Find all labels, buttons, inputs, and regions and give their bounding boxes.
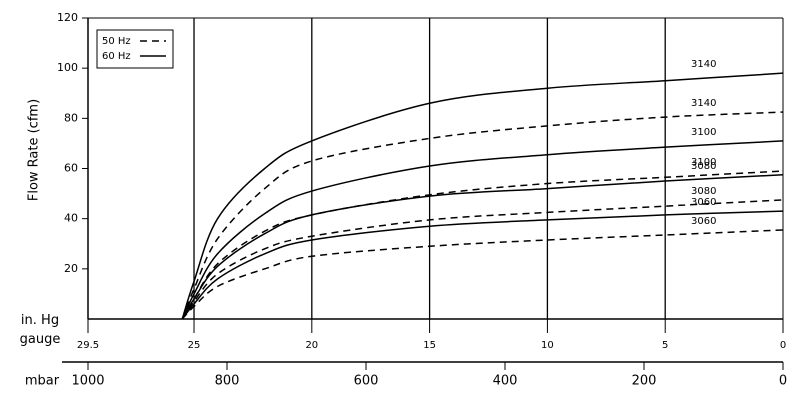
y-tick-label: 120 — [57, 11, 78, 24]
curve-label: 3100 — [691, 127, 716, 138]
y-tick-label: 80 — [64, 111, 78, 124]
x2-axis-label: mbar — [25, 374, 60, 389]
x-tick-label: 29.5 — [77, 340, 99, 351]
curve-label: 3060 — [691, 197, 716, 208]
curve — [181, 199, 784, 320]
curve-label: 3080 — [691, 161, 716, 172]
x2-tick-label: 400 — [493, 374, 518, 389]
curve-label: 3060 — [691, 216, 716, 227]
curve-label: 3140 — [691, 59, 716, 70]
y-tick-label: 40 — [64, 212, 78, 225]
x-tick-label: 10 — [541, 340, 554, 351]
curve — [181, 229, 784, 320]
legend: 50 Hz 60 Hz — [102, 36, 166, 62]
x-axis-label: in. Hg gauge — [20, 313, 61, 347]
curve-label: 3140 — [691, 98, 716, 109]
curve — [181, 210, 784, 320]
legend-label: 60 Hz — [102, 51, 131, 62]
curve — [181, 111, 784, 320]
curve-label: 3080 — [691, 186, 716, 197]
y-tick-label: 20 — [64, 262, 78, 275]
legend-label: 50 Hz — [102, 36, 131, 47]
x2-tick-label: 0 — [779, 374, 787, 389]
x-tick-label: 20 — [305, 340, 318, 351]
x-tick-label: 25 — [188, 340, 201, 351]
y-tick-label: 100 — [57, 61, 78, 74]
x-tick-label: 0 — [780, 340, 786, 351]
x-tick-label: 15 — [423, 340, 436, 351]
x2-tick-label: 1000 — [71, 374, 104, 389]
curve — [181, 72, 784, 320]
x2-tick-label: 800 — [215, 374, 240, 389]
x-tick-label: 5 — [662, 340, 668, 351]
y-axis-label: Flow Rate (cfm) — [27, 99, 42, 201]
y-tick-label: 60 — [64, 162, 78, 175]
curve — [181, 140, 784, 320]
legend-box — [96, 29, 174, 69]
x2-tick-label: 200 — [632, 374, 657, 389]
curve — [181, 174, 784, 320]
curve-label: 3100 — [691, 157, 716, 168]
x2-tick-label: 600 — [354, 374, 379, 389]
